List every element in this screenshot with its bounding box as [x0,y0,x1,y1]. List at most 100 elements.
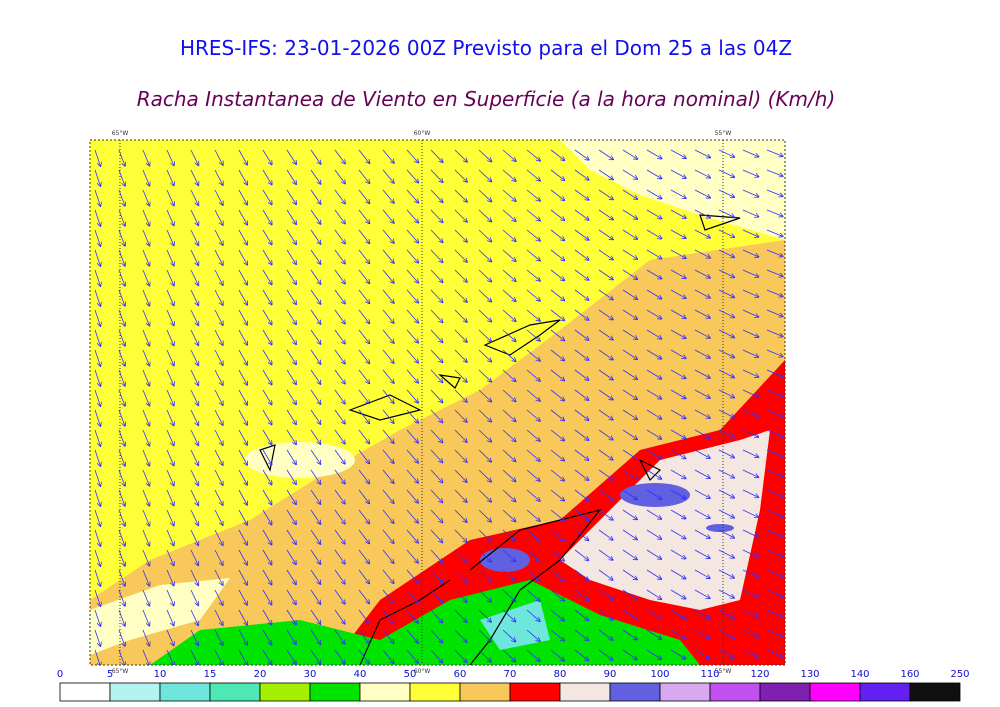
wind-arrow [262,509,272,525]
wind-arrow [766,469,783,477]
wind-arrow [550,409,564,421]
colorbar-label: 110 [700,669,719,680]
wind-arrow [118,529,125,546]
wind-arrow [430,649,442,663]
wind-arrow [718,429,734,438]
wind-arrow [646,389,661,399]
wind-arrow [406,349,418,363]
wind-arrow [286,549,296,564]
wind-arrow [334,509,345,524]
colorbar-swatch [359,682,411,702]
wind-arrow [526,409,540,421]
wind-arrow [406,229,418,243]
wind-arrow [454,449,467,462]
wind-arrow [310,329,321,344]
wind-arrow [310,169,321,184]
wind-arrow [310,309,321,324]
wind-arrow [214,269,223,285]
wind-arrow [718,309,734,317]
wind-arrow [454,569,467,582]
wind-arrow [214,149,223,165]
wind-arrow [118,649,125,665]
colorbar-label: 250 [950,669,969,680]
wind-arrow [286,609,296,624]
subtitle: Racha Instantanea de Viento en Superfici… [137,87,836,111]
wind-arrow [694,529,710,538]
colorbar-swatch [459,682,511,702]
wind-arrow [382,229,394,243]
wind-arrow [382,329,394,343]
wind-arrow [334,529,345,544]
wind-arrow [118,169,125,186]
wind-arrow [478,209,491,222]
wind-arrow [646,289,662,299]
wind-arrow [598,249,613,260]
wind-arrow [646,529,661,539]
wind-arrow [526,609,540,621]
wind-arrow [646,469,661,479]
wind-arrow [526,429,540,441]
wind-arrow [430,489,442,503]
wind-arrow [694,409,710,418]
wind-arrow [166,409,174,426]
wind-arrow [670,569,686,579]
wind-arrow [406,209,418,223]
wind-arrow [190,549,198,565]
wind-arrow [334,309,345,324]
wind-arrow [142,529,149,546]
wind-arrow [94,429,100,446]
wind-arrow [166,189,174,206]
wind-arrow [454,229,467,242]
wind-arrow [286,329,296,344]
wind-arrow [406,509,418,523]
wind-arrow [238,629,247,645]
wind-arrow [406,149,418,163]
wind-arrow [142,209,149,226]
wind-arrow [214,189,223,205]
wind-arrow [766,149,783,156]
wind-arrow [286,489,296,504]
wind-arrow [742,389,758,397]
wind-arrow [262,189,272,205]
wind-arrow [358,649,369,664]
wind-arrow [622,169,637,179]
wind-arrow [190,489,198,505]
wind-arrow [262,149,272,165]
wind-arrow [550,569,564,581]
wind-arrow [718,349,734,358]
wind-arrow [334,169,345,184]
colorbar-swatch [659,682,711,702]
wind-arrow [406,309,418,323]
wind-arrow [550,429,564,441]
wind-arrow [262,249,272,265]
wind-arrow [694,389,710,398]
wind-arrow [190,329,198,345]
wind-arrow [550,549,564,561]
wind-arrow [694,609,710,618]
wind-arrow [502,449,516,461]
wind-arrow [550,289,564,300]
wind-arrow [238,389,247,405]
wind-arrow [502,269,516,281]
wind-arrow [406,569,418,583]
wind-arrow [526,569,540,581]
wind-arrow [382,209,394,223]
wind-arrow [718,229,734,237]
wind-arrow [478,369,491,382]
wind-arrow [334,609,345,624]
wind-arrow [646,609,661,619]
wind-arrow [382,549,394,563]
wind-arrow [142,589,149,606]
wind-arrow [358,229,369,243]
wind-arrow [262,389,272,405]
wind-arrow [382,589,394,603]
wind-arrow [382,509,394,523]
wind-arrow [430,609,442,623]
colorbar-label: 30 [304,669,317,680]
wind-arrow [502,229,516,241]
wind-arrow [190,269,198,285]
wind-arrow [118,469,125,486]
wind-arrow [262,609,272,625]
wind-arrow [190,609,198,625]
wind-arrow [718,209,734,217]
